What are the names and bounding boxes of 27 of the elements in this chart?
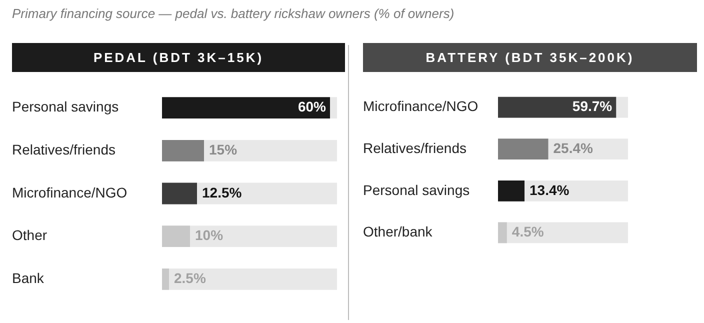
data-label: 4.5%: [512, 224, 544, 240]
data-label: 59.7%: [572, 98, 613, 114]
y-tick-label: Personal savings: [363, 182, 470, 198]
data-label: 25.4%: [553, 140, 594, 156]
chart-title: BATTERY (BDT 35K–200K): [363, 43, 697, 72]
y-tick-label: Microfinance/NGO: [12, 184, 128, 200]
bar: [162, 226, 190, 248]
bar: [498, 180, 525, 202]
y-tick-label: Relatives/friends: [363, 140, 466, 156]
data-label: 2.5%: [174, 270, 206, 286]
y-tick-label: Personal savings: [12, 98, 119, 115]
data-label: 10%: [195, 227, 224, 244]
data-label: 12.5%: [202, 184, 242, 200]
chart-title: PEDAL (BDT 3K–15K): [12, 43, 345, 72]
y-tick-label: Relatives/friends: [12, 142, 116, 158]
data-label: 60%: [298, 98, 327, 115]
data-label: 15%: [209, 142, 238, 158]
bar: [162, 268, 169, 290]
y-tick-label: Other: [12, 227, 48, 244]
bar: [162, 140, 204, 162]
data-label: 13.4%: [530, 182, 570, 198]
bar: [162, 182, 197, 204]
y-tick-label: Bank: [12, 270, 45, 286]
y-tick-label: Microfinance/NGO: [363, 98, 478, 114]
y-tick-label: Other/bank: [363, 224, 434, 240]
bar: [498, 222, 507, 244]
text: Primary financing source — pedal vs. battery rickshaw owners (% of owners): [12, 6, 454, 21]
